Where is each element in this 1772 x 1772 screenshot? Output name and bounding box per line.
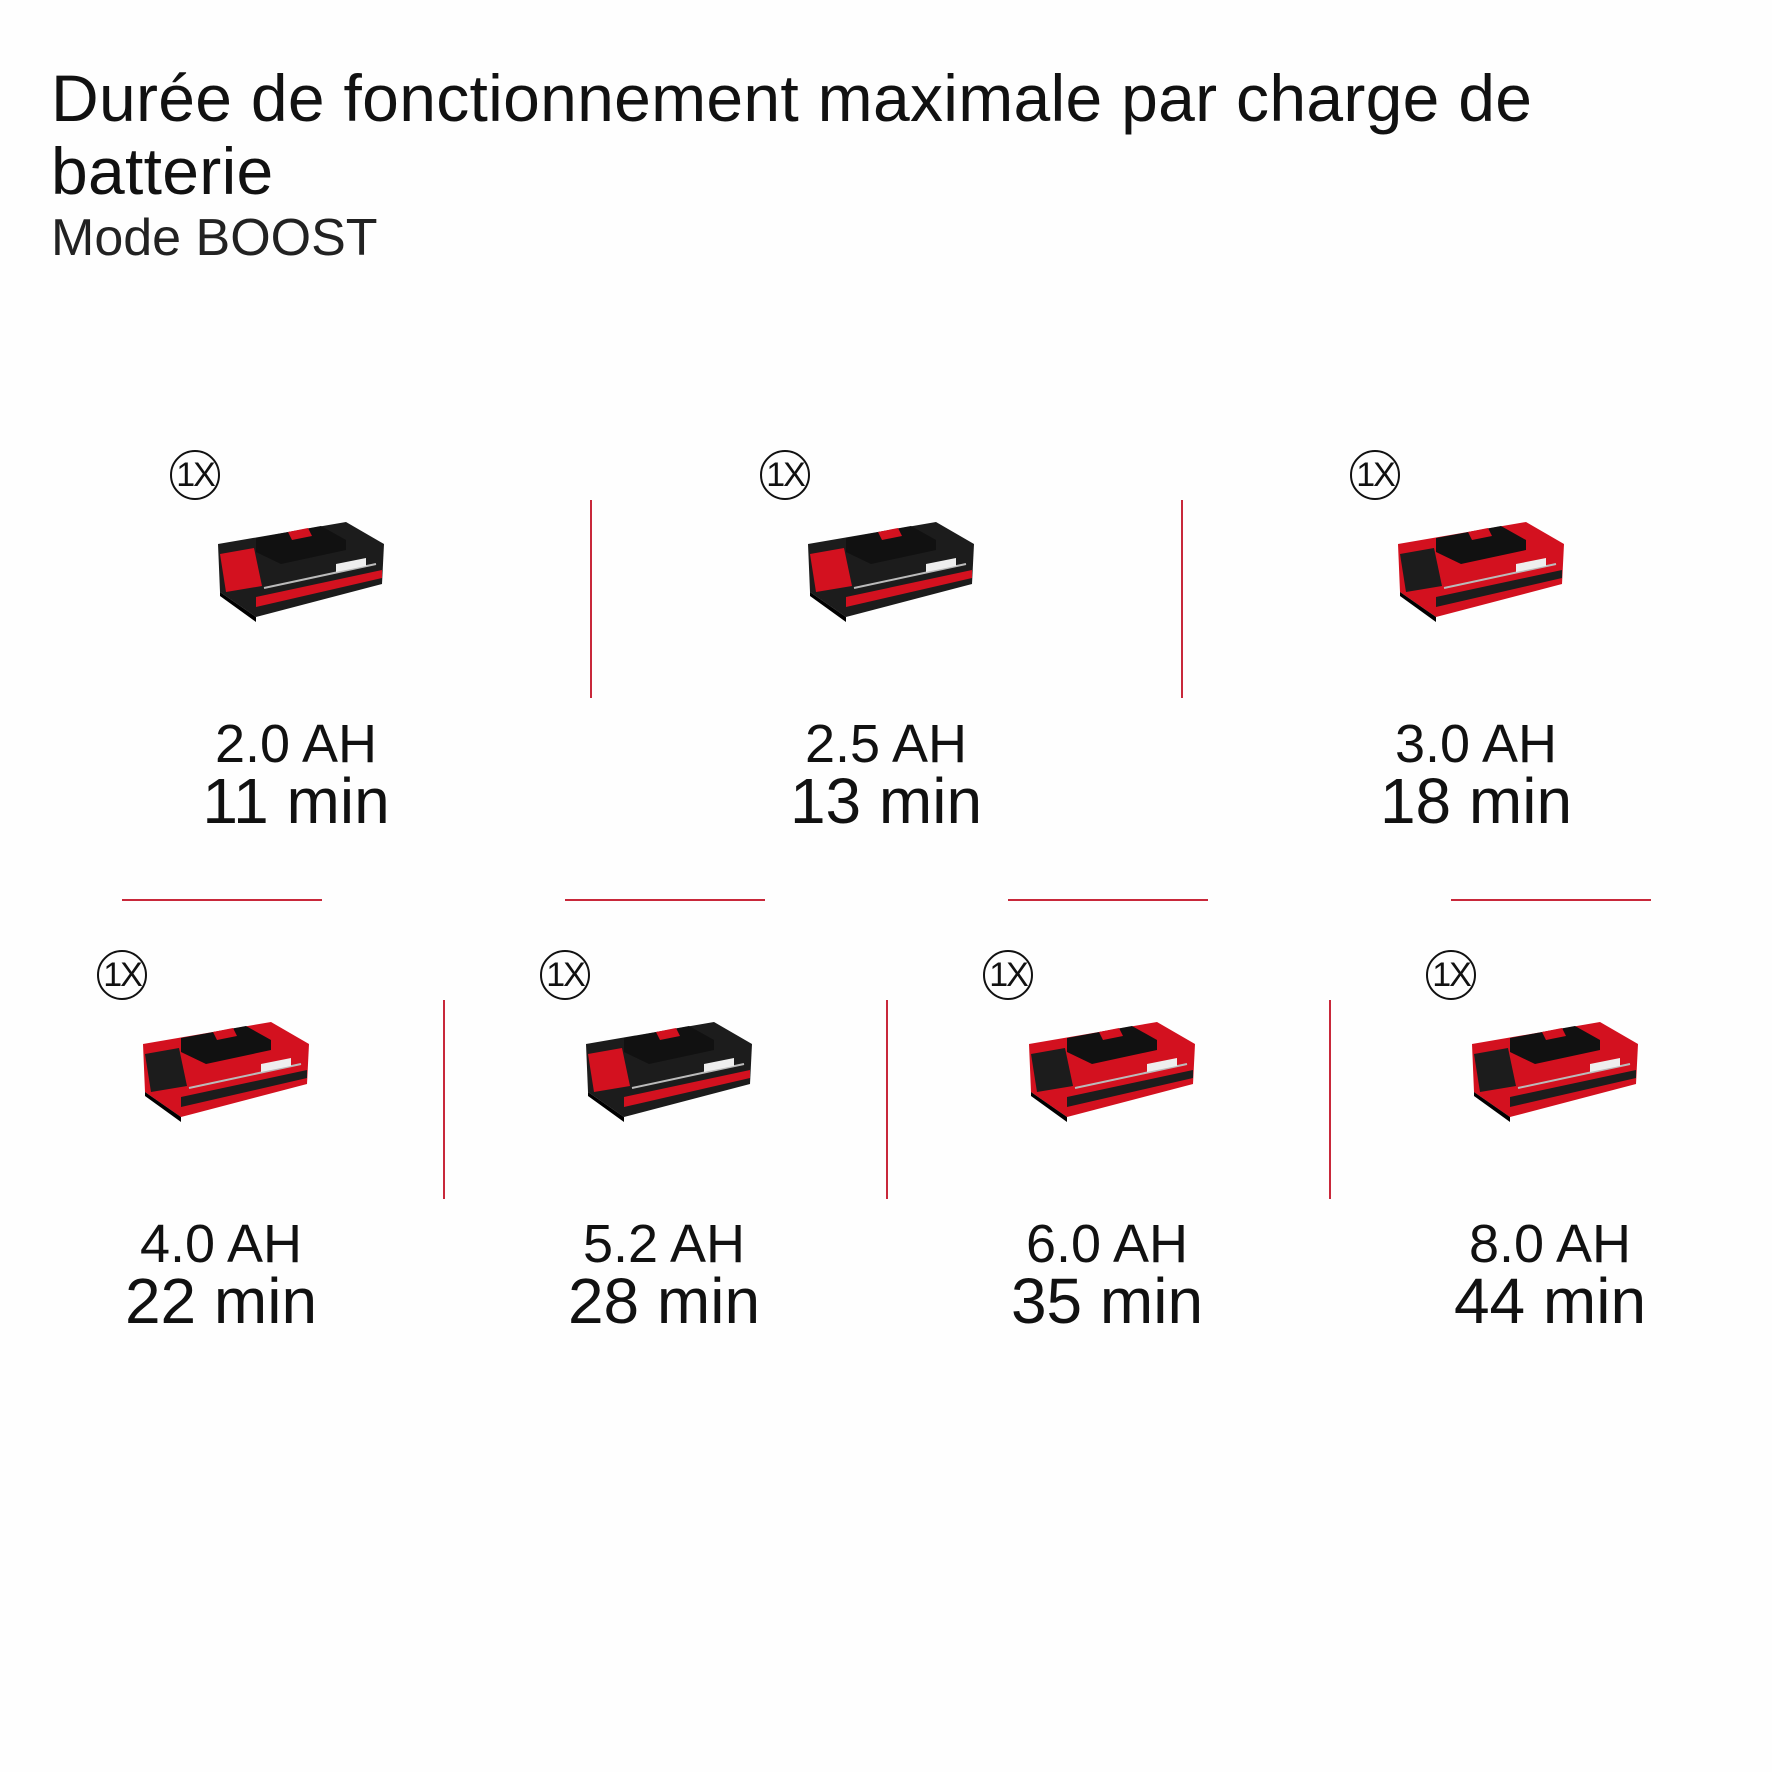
quantity-badge: 1X bbox=[1350, 450, 1400, 500]
battery-pack-icon bbox=[564, 992, 764, 1137]
quantity-badge: 1X bbox=[170, 450, 220, 500]
divider bbox=[1008, 899, 1208, 901]
quantity-badge: 1X bbox=[760, 450, 810, 500]
battery-pack-icon bbox=[1450, 992, 1650, 1137]
battery-pack-icon bbox=[196, 492, 396, 637]
battery-runtime: 44 min bbox=[1453, 1265, 1647, 1337]
quantity-badge: 1X bbox=[540, 950, 590, 1000]
battery-runtime: 28 min bbox=[567, 1265, 761, 1337]
quantity-badge: 1X bbox=[97, 950, 147, 1000]
battery-pack-icon bbox=[121, 992, 321, 1137]
battery-runtime: 18 min bbox=[1379, 765, 1573, 837]
battery-runtime: 22 min bbox=[124, 1265, 318, 1337]
page-title: Durée de fonctionnement maximale par cha… bbox=[51, 61, 1533, 208]
battery-capacity: 2.5 AH bbox=[804, 714, 968, 774]
battery-runtime: 13 min bbox=[789, 765, 983, 837]
battery-capacity: 6.0 AH bbox=[1025, 1214, 1189, 1274]
page-subtitle: Mode BOOST bbox=[51, 209, 378, 267]
divider bbox=[565, 899, 765, 901]
divider bbox=[1181, 500, 1183, 698]
divider bbox=[1329, 1000, 1331, 1199]
quantity-badge: 1X bbox=[983, 950, 1033, 1000]
battery-pack-icon bbox=[1007, 992, 1207, 1137]
battery-runtime: 35 min bbox=[1010, 1265, 1204, 1337]
battery-pack-icon bbox=[786, 492, 986, 637]
battery-capacity: 3.0 AH bbox=[1394, 714, 1558, 774]
divider bbox=[1451, 899, 1651, 901]
quantity-badge: 1X bbox=[1426, 950, 1476, 1000]
battery-pack-icon bbox=[1376, 492, 1576, 637]
divider bbox=[590, 500, 592, 698]
battery-capacity: 2.0 AH bbox=[214, 714, 378, 774]
divider bbox=[443, 1000, 445, 1199]
battery-capacity: 4.0 AH bbox=[139, 1214, 303, 1274]
battery-capacity: 8.0 AH bbox=[1468, 1214, 1632, 1274]
divider bbox=[886, 1000, 888, 1199]
divider bbox=[122, 899, 322, 901]
battery-runtime: 11 min bbox=[202, 765, 390, 837]
battery-capacity: 5.2 AH bbox=[582, 1214, 746, 1274]
